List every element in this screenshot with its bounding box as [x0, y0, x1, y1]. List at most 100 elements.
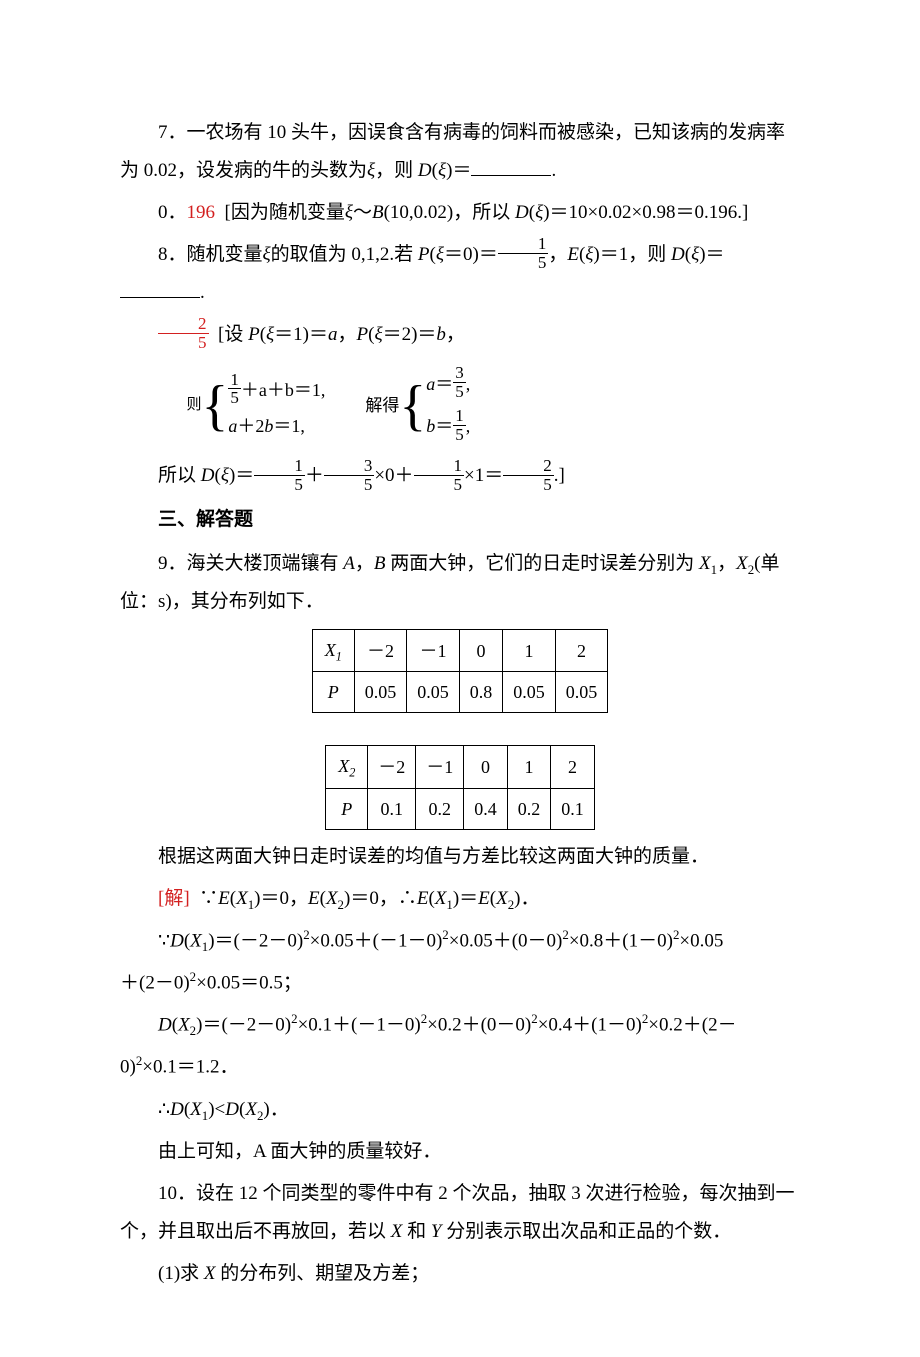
spacer	[120, 721, 800, 737]
blank-7	[471, 157, 551, 176]
a8-p1: ＋	[305, 465, 324, 486]
t1-v0: －2	[354, 630, 407, 672]
a8-open: [设	[218, 324, 248, 345]
a7-ans: 0．196	[158, 202, 215, 223]
a7: 0．196 [因为随机变量ξ～B(10,0.02)，所以 D(ξ)＝10×0.0…	[120, 194, 800, 232]
sol9-l3b: 0)2×0.1＝1.2．	[120, 1048, 800, 1086]
sys-f1: 15	[228, 371, 241, 408]
t1-p3: 0.05	[503, 672, 556, 713]
sys-rf1: 35	[453, 364, 466, 401]
a8-x1: ×1＝	[464, 465, 503, 486]
t1-p2: 0.8	[459, 672, 503, 713]
a7-open: [因为随机变量	[225, 202, 345, 223]
a8-s2b: ，	[446, 324, 465, 345]
q9: 9．海关大楼顶端镶有 A，B 两面大钟，它们的日走时误差分别为 X1，X2(单位…	[120, 545, 800, 621]
t2-p4: 0.1	[551, 788, 595, 829]
a8-b: b	[436, 324, 446, 345]
t1-h: X1	[312, 630, 354, 672]
sol9-l2: ∵D(X1)＝(－2－0)2×0.05＋(－1－0)2×0.05＋(0－0)2×…	[120, 922, 800, 960]
sol9-l1-text: ∵E(X1)＝0，E(X2)＝0，∴E(X1)＝E(X2)．	[199, 888, 539, 909]
sys-right: a＝35, b＝15,	[426, 366, 470, 445]
sol9-l4: ∴D(X1)<D(X2)．	[120, 1091, 800, 1129]
a8-f1: 15	[254, 457, 305, 494]
q7-then: ，则	[375, 160, 418, 181]
a8-conclusion: 所以 D(ξ)＝15＋35×0＋15×1＝25.]	[120, 457, 800, 495]
a8-so: 所以	[158, 465, 201, 486]
section-3-title: 三、解答题	[120, 501, 800, 539]
a8-system: 则 { 15＋a＋b＝1, a＋2b＝1, 解得 { a＝35, b＝15,	[187, 358, 801, 453]
q8-P: P	[418, 244, 430, 265]
ze: 则	[187, 396, 202, 416]
q9-t3: 两面大钟，它们的日走时误差分别为	[386, 553, 700, 574]
q9-A: A	[343, 553, 355, 574]
q8-t3: ，	[548, 244, 567, 265]
sys-l2-text: a	[228, 415, 237, 438]
a8-x0: ×0＋	[374, 465, 413, 486]
a7-xi: ξ	[345, 202, 353, 223]
a7-params: (10,0.02)，所以	[384, 202, 515, 223]
q9-tail: 根据这两面大钟日走时误差的均值与方差比较这两面大钟的质量．	[120, 838, 800, 876]
t2-v1: －1	[416, 746, 464, 788]
q9-B: B	[374, 553, 386, 574]
sys-l1-tail: ＋a＋b＝1,	[241, 379, 326, 402]
sys-r1: a＝35,	[426, 366, 470, 403]
a7-num: 196	[187, 202, 216, 223]
t1-p1: 0.05	[407, 672, 460, 713]
a8-P: P	[248, 324, 260, 345]
q8-xi: ξ	[263, 244, 271, 265]
a8-f2: 35	[324, 457, 375, 494]
a8-s1a: ＝1)＝	[274, 324, 328, 345]
a8-xi2: ξ	[374, 324, 382, 345]
sys-l1: 15＋a＋b＝1,	[228, 373, 325, 410]
t2-v4: 2	[551, 746, 595, 788]
a8-line1: 25 [设 P(ξ＝1)＝a，P(ξ＝2)＝b，	[120, 316, 800, 354]
a7-eq: ＝10×0.02×0.98＝0.196.]	[550, 202, 749, 223]
table-x2: X2 －2 －1 0 1 2 P 0.1 0.2 0.4 0.2 0.1	[325, 745, 595, 829]
a8-D: D	[201, 465, 215, 486]
q8-xi2: ξ	[436, 244, 444, 265]
t1-v4: 2	[555, 630, 608, 672]
t1-p4: 0.05	[555, 672, 608, 713]
sol9-l1: [解] ∵E(X1)＝0，E(X2)＝0，∴E(X1)＝E(X2)．	[120, 880, 800, 918]
sys-left-group: 则 { 15＋a＋b＝1, a＋2b＝1,	[187, 373, 326, 439]
a7-D: D	[515, 202, 529, 223]
q8-t1: 8．随机变量	[158, 244, 263, 265]
sol9-l5: 由上可知，A 面大钟的质量较好．	[120, 1133, 800, 1171]
t1-row2: P 0.05 0.05 0.8 0.05 0.05	[312, 672, 608, 713]
sol-label: [解]	[158, 888, 190, 909]
a8-eqp: ＝	[235, 465, 254, 486]
q8-eq0: ＝0)＝	[444, 244, 498, 265]
a7-xi2: ξ	[535, 202, 543, 223]
t1-v3: 1	[503, 630, 556, 672]
table-x1: X1 －2 －1 0 1 2 P 0.05 0.05 0.8 0.05 0.05	[312, 629, 609, 713]
sys-r2: b＝15,	[426, 409, 470, 446]
sys-right-group: 解得 { a＝35, b＝15,	[365, 366, 470, 445]
a8-s1b: ，	[337, 324, 356, 345]
a8-f3: 15	[414, 457, 465, 494]
q8-t2: 的取值为 0,1,2.若	[271, 244, 418, 265]
a8-xi3: ξ	[221, 465, 229, 486]
q9-t2: ，	[355, 553, 374, 574]
sys-left: 15＋a＋b＝1, a＋2b＝1,	[228, 373, 325, 439]
a8-xi: ξ	[266, 324, 274, 345]
q8: 8．随机变量ξ的取值为 0,1,2.若 P(ξ＝0)＝15，E(ξ)＝1，则 D…	[120, 236, 800, 312]
sys-rf2: 15	[453, 407, 466, 444]
q7-text: 7．一农场有 10 头牛，因误食含有病毒的饲料而被感染，已知该病的发病率为 0.…	[120, 114, 800, 190]
q8-xi4: ξ	[691, 244, 699, 265]
frac-1-5: 15	[498, 235, 549, 272]
q9-t1: 9．海关大楼顶端镶有	[158, 553, 343, 574]
a7-tilde: ～	[353, 202, 372, 223]
brace-right: {	[399, 378, 426, 434]
q10-sub1: (1)求 X 的分布列、期望及方差；	[120, 1255, 800, 1293]
t1-v2: 0	[459, 630, 503, 672]
t2-h: X2	[326, 746, 368, 788]
a8-P2: P	[357, 324, 369, 345]
sys-l2: a＋2b＝1,	[228, 415, 325, 438]
a8-ans-frac: 25	[158, 315, 209, 352]
xi2: ξ	[438, 160, 446, 181]
q9-X2: X	[736, 553, 748, 574]
q8-D: D	[671, 244, 685, 265]
t1-v1: －1	[407, 630, 460, 672]
sol9-l2b: ＋(2－0)2×0.05＝0.5；	[120, 964, 800, 1002]
a8-s2a: ＝2)＝	[383, 324, 437, 345]
